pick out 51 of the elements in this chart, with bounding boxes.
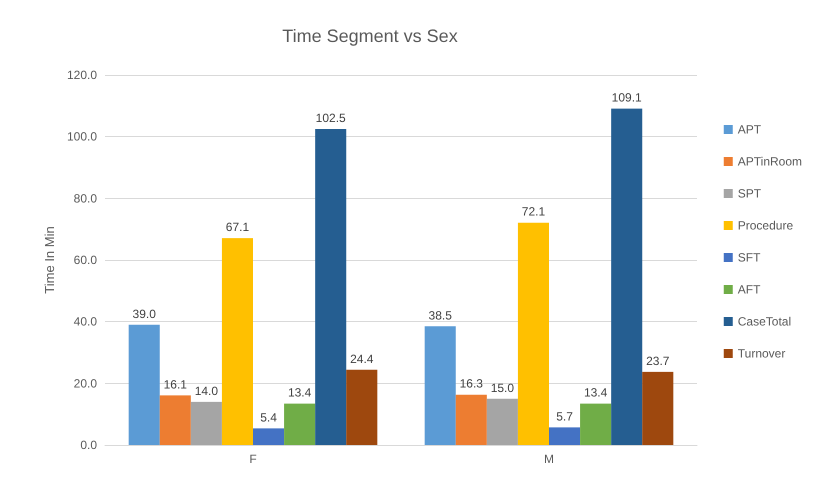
bar <box>190 402 222 445</box>
data-label: 13.4 <box>288 386 312 400</box>
chart-title: Time Segment vs Sex <box>282 26 458 46</box>
bar <box>222 238 253 445</box>
legend-label: Turnover <box>738 346 786 360</box>
data-label: 14.0 <box>194 384 218 398</box>
legend-label: AFT <box>738 282 762 296</box>
y-tick-label: 20.0 <box>74 376 98 390</box>
data-label: 5.7 <box>556 409 574 424</box>
bar <box>486 398 518 445</box>
data-label: 67.1 <box>226 220 250 234</box>
y-tick-label: 40.0 <box>74 314 98 329</box>
bar <box>611 108 642 445</box>
data-label: 72.1 <box>522 204 546 219</box>
bar <box>580 404 612 445</box>
legend-label: Procedure <box>738 218 794 232</box>
y-tick-label: 80.0 <box>74 191 98 206</box>
legend-label: SPT <box>738 186 762 200</box>
y-axis-title: Time In Min <box>42 226 58 294</box>
bar <box>253 428 284 445</box>
bar <box>549 427 580 445</box>
legend-label: APTinRoom <box>738 154 802 168</box>
bar <box>128 324 160 445</box>
data-label: 109.1 <box>612 90 642 105</box>
y-tick-label: 0.0 <box>80 438 98 452</box>
bar <box>346 370 378 445</box>
data-label: 5.4 <box>260 410 278 424</box>
legend-label: SFT <box>738 250 762 264</box>
y-tick-label: 100.0 <box>66 130 98 144</box>
bar <box>456 394 487 445</box>
data-label: 16.1 <box>164 377 188 392</box>
x-tick-label: M <box>544 452 554 466</box>
bar <box>642 372 674 445</box>
data-label: 15.0 <box>490 380 514 395</box>
y-tick-label: 60.0 <box>74 253 98 267</box>
data-label: 39.0 <box>132 306 156 321</box>
bar <box>160 395 191 445</box>
data-label: 23.7 <box>646 354 670 368</box>
data-label: 13.4 <box>584 386 608 400</box>
bar <box>424 326 456 445</box>
legend-label: APT <box>738 122 762 136</box>
legend-label: CaseTotal <box>738 314 792 328</box>
y-tick-label: 120.0 <box>66 68 98 82</box>
data-label: 16.3 <box>460 376 484 391</box>
bar <box>315 128 346 445</box>
data-label: 24.4 <box>350 352 374 366</box>
bar <box>284 404 316 445</box>
bar <box>518 222 549 445</box>
data-label: 102.5 <box>316 110 346 125</box>
data-label: 38.5 <box>428 308 452 322</box>
x-tick-label: F <box>249 452 257 466</box>
